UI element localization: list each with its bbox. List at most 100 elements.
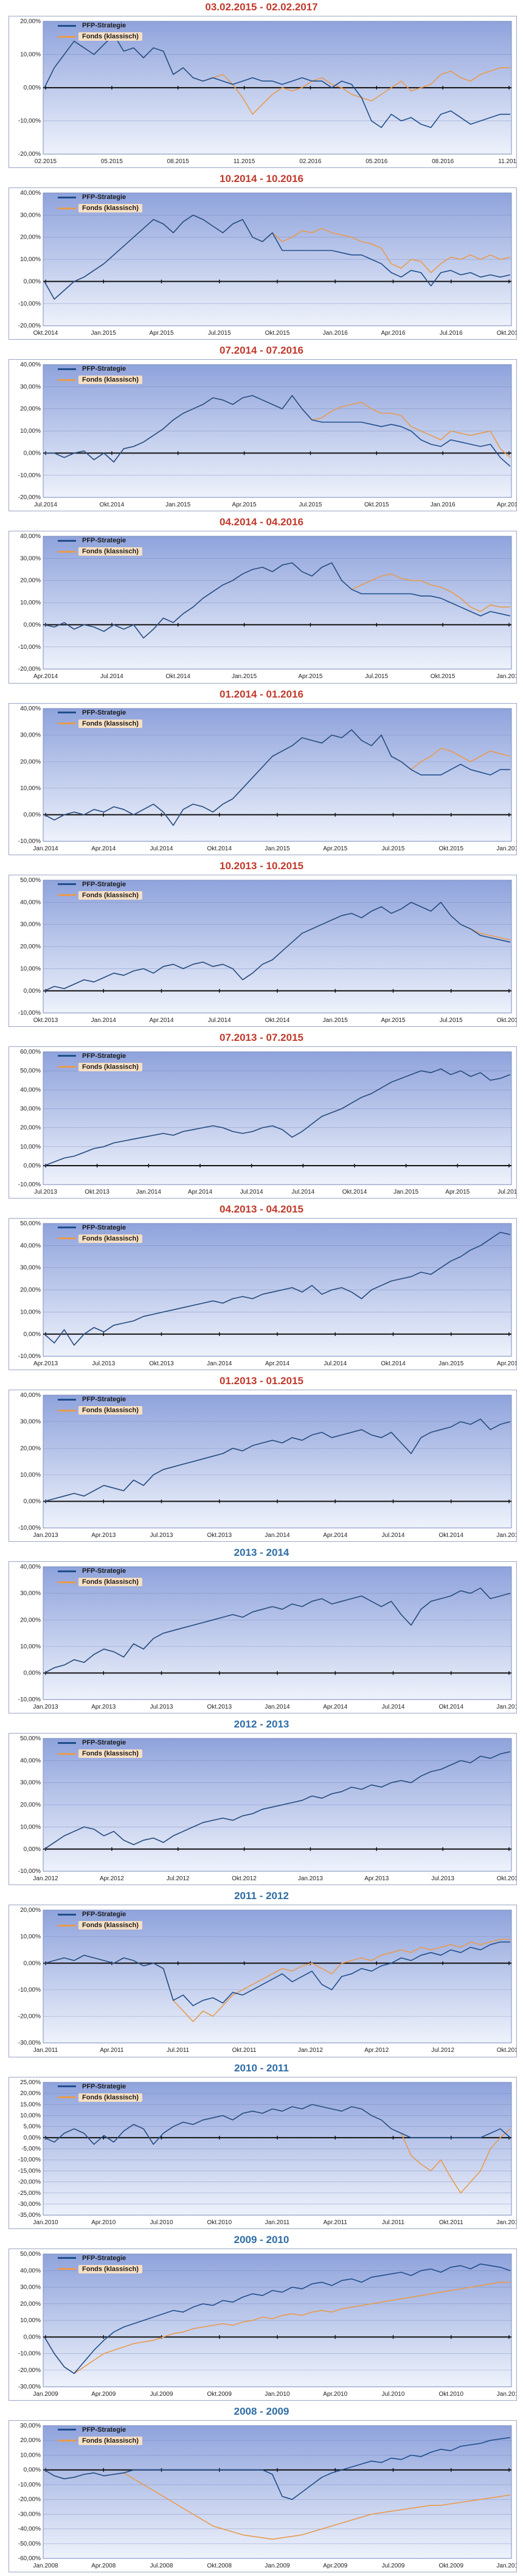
chart-panel: 10.2013 - 10.2015 50,00% 40,00% 30,00% 20,00… <box>0 859 523 1031</box>
y-tick-label: 30,00% <box>20 1419 41 1426</box>
y-tick-label: -40,00% <box>18 2526 41 2533</box>
legend-label: PFP-Strategie <box>82 1052 126 1060</box>
x-tick-label: Apr.2016 <box>497 502 516 508</box>
legend-swatch <box>58 1570 76 1572</box>
x-tick-label: Apr.2013 <box>91 1704 116 1710</box>
y-tick-label: 20,00% <box>20 1445 41 1452</box>
y-tick-label: 0,00% <box>24 450 41 457</box>
y-tick-label: 40,00% <box>20 190 41 197</box>
x-tick-label: 02.2016 <box>299 158 322 165</box>
x-tick-label: Jul.2014 <box>240 1189 263 1195</box>
x-tick-label: Jan.2015 <box>393 1189 419 1195</box>
series-line-pfp <box>44 33 510 128</box>
x-tick-label: Apr.2016 <box>381 330 405 337</box>
legend-item: PFP-Strategie <box>58 20 142 31</box>
legend-swatch <box>58 1055 76 1057</box>
y-tick-label: 0,00% <box>24 2467 41 2474</box>
chart-title: 2008 - 2009 <box>234 2405 289 2417</box>
chart-frame: 40,00% 30,00% 20,00% 10,00% 0,00% -10,00% -20,… <box>9 531 517 684</box>
y-tick-label: 0,00% <box>24 1331 41 1338</box>
legend-item: Fonds (klassisch) <box>58 2264 142 2275</box>
x-tick-label: Okt.2015 <box>431 674 455 681</box>
chart-frame: 25,00% 20,00% 15,00% 10,00% 5,00% 0,00% -5,00%… <box>9 2076 517 2229</box>
legend-swatch <box>58 550 76 553</box>
chart-frame: 60,00% 50,00% 40,00% 30,00% 20,00% 10,00% 0,00… <box>9 1046 517 1199</box>
series-line-pfp <box>44 1751 511 1850</box>
y-tick-label: -60,00% <box>18 2555 41 2562</box>
chart-title: 10.2013 - 10.2015 <box>219 859 303 872</box>
x-tick-label: Okt.2015 <box>265 330 290 337</box>
x-tick-label: Jan.2010 <box>496 2563 516 2569</box>
x-tick-label: Okt.2009 <box>207 2391 232 2398</box>
legend-item: PFP-Strategie <box>58 2424 142 2435</box>
legend-item: Fonds (klassisch) <box>58 718 142 729</box>
chart-svg: 40,00%30,00%20,00%10,00%0,00%-10,00%Jan.… <box>18 1564 516 1710</box>
x-tick-label: Jan.2016 <box>323 330 348 337</box>
chart-svg: 40,00% 30,00% 20,00% 10,00% 0,00% -10,00% -20,… <box>18 533 516 681</box>
x-tick-label: Jul.2014 <box>34 502 57 508</box>
x-tick-label: Apr.2013 <box>91 1532 116 1539</box>
x-tick-label: Jan.2015 <box>496 1704 516 1710</box>
x-tick-label: 05.2016 <box>365 158 388 165</box>
y-tick-label: 0,00% <box>24 1846 41 1853</box>
x-tick-label: Jul.2011 <box>167 2048 190 2054</box>
x-tick-label: Jul.2012 <box>167 1875 190 1882</box>
x-tick-label: Jul.2014 <box>382 1704 405 1710</box>
chart-frame: 40,00% 30,00% 20,00% 10,00% 0,00% -10,00% Jan.… <box>9 1561 517 1714</box>
y-tick-label: 30,00% <box>20 556 41 562</box>
legend-item: Fonds (klassisch) <box>58 890 142 901</box>
chart-frame: 30,00% 20,00% 10,00% 0,00% -10,00% -20,00% -30… <box>9 2420 517 2572</box>
legend-swatch <box>58 2440 76 2442</box>
y-tick-label: -10,00% <box>18 472 41 479</box>
y-tick-label: 40,00% <box>20 899 41 906</box>
x-tick-label: Jan.2012 <box>33 1875 58 1882</box>
y-tick-label: 0,00% <box>24 2134 41 2141</box>
plot-area <box>43 2425 512 2559</box>
x-tick-label: Apr.2014 <box>33 674 58 681</box>
x-tick-label: Okt.2013 <box>149 1360 174 1367</box>
x-tick-label: Jul.2012 <box>431 2048 454 2054</box>
y-tick-label: 30,00% <box>20 732 41 738</box>
legend-swatch <box>58 2257 76 2259</box>
y-tick-label: -20,00% <box>18 2496 41 2503</box>
series-line-pfp <box>44 901 511 992</box>
y-tick-label: 0,00% <box>24 622 41 629</box>
y-tick-label: -10,00% <box>18 118 41 125</box>
legend-item: PFP-Strategie <box>58 1737 142 1748</box>
legend-item: PFP-Strategie <box>58 535 142 546</box>
x-tick-label: Jan.2013 <box>33 1704 58 1710</box>
legend-item: Fonds (klassisch) <box>58 1062 142 1073</box>
y-tick-label: -10,00% <box>18 1181 41 1188</box>
legend-item: PFP-Strategie <box>58 1051 142 1062</box>
legend-item: Fonds (klassisch) <box>58 31 142 42</box>
chart-legend: PFP-Strategie Fonds (klassisch) <box>58 1737 142 1759</box>
y-tick-label: 30,00% <box>20 1591 41 1597</box>
y-tick-label: 0,00% <box>24 279 41 285</box>
y-tick-label: -10,00% <box>18 1010 41 1017</box>
x-tick-label: Jul.2015 <box>440 1017 463 1024</box>
chart-legend: PFP-Strategie Fonds (klassisch) <box>58 535 142 557</box>
x-tick-label: Okt.2008 <box>207 2563 232 2569</box>
series-line-fonds <box>44 2281 510 2374</box>
legend-item: PFP-Strategie <box>58 2253 142 2264</box>
legend-swatch <box>58 723 76 725</box>
x-tick-label: Jul.2014 <box>291 1189 314 1195</box>
legend-label: PFP-Strategie <box>82 22 126 29</box>
x-tick-label: Jul.2013 <box>34 1189 57 1195</box>
y-tick-label: 60,00% <box>20 1049 41 1055</box>
x-tick-label: Jul.2014 <box>150 845 173 852</box>
y-tick-label: 40,00% <box>20 1392 41 1399</box>
x-tick-label: Jul.2011 <box>382 2219 405 2226</box>
chart-legend: PFP-Strategie Fonds (klassisch) <box>58 2253 142 2275</box>
x-tick-label: Jan.2015 <box>438 1360 464 1367</box>
x-tick-label: Apr.2008 <box>91 2563 116 2569</box>
chart-legend: PFP-Strategie Fonds (klassisch) <box>58 192 142 214</box>
chart-title: 2010 - 2011 <box>234 2062 289 2074</box>
chart-legend: PFP-Strategie Fonds (klassisch) <box>58 20 142 42</box>
x-tick-label: Jan.2016 <box>431 502 456 508</box>
legend-label: PFP-Strategie <box>82 1396 126 1404</box>
legend-swatch <box>58 196 76 198</box>
legend-item: PFP-Strategie <box>58 879 142 890</box>
x-tick-label: Apr.2014 <box>323 1704 347 1710</box>
legend-item: PFP-Strategie <box>58 1909 142 1920</box>
